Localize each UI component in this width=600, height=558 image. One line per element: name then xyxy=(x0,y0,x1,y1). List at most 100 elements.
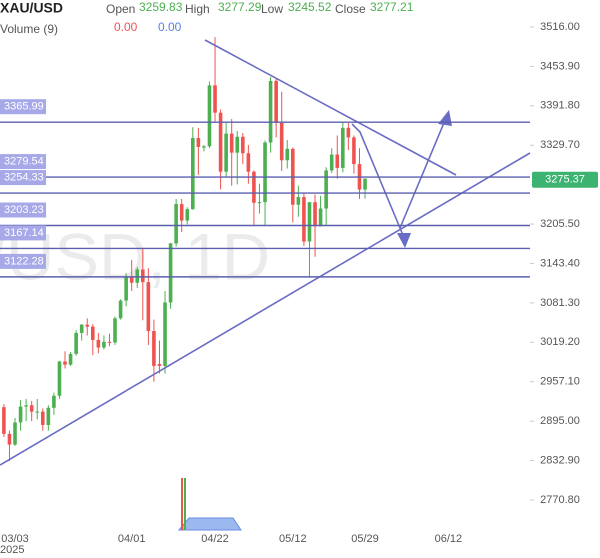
candle-body xyxy=(157,364,162,366)
level-label-box xyxy=(0,225,46,241)
candle-body xyxy=(13,422,17,445)
level-label: 3203.23 xyxy=(4,204,44,216)
candle-body xyxy=(335,154,340,168)
y-tick-label: 3453.90 xyxy=(540,60,580,72)
y-tick-label: 3391.80 xyxy=(540,100,580,112)
candle-body xyxy=(185,209,190,221)
candle-body xyxy=(285,148,290,161)
ohlc-value: 3259.83 xyxy=(139,0,183,14)
x-tick-label: 04/22 xyxy=(201,533,229,545)
candle-body xyxy=(96,339,101,348)
candle-body xyxy=(346,127,351,138)
candle-body xyxy=(107,341,112,343)
y-tick-label: 2895.00 xyxy=(540,415,580,427)
candle-body xyxy=(246,153,251,172)
candle-body xyxy=(168,243,173,303)
candle-body xyxy=(7,433,12,445)
ohlc-label: High xyxy=(185,2,210,16)
level-label: 3254.33 xyxy=(4,171,44,183)
volume-label: Volume (9) xyxy=(0,22,58,36)
candle-body xyxy=(207,85,212,147)
ohlc-label: Low xyxy=(261,2,283,16)
volume-area xyxy=(177,517,242,531)
candle-body xyxy=(118,300,123,319)
volume-bar xyxy=(181,478,183,530)
candle-body xyxy=(257,202,262,204)
candle-body xyxy=(196,138,201,147)
symbol: XAU/USD xyxy=(0,0,63,16)
level-label: 3167.14 xyxy=(4,227,44,239)
arrow xyxy=(351,123,406,241)
level-label-box xyxy=(0,202,46,218)
y-tick-label: 3143.40 xyxy=(540,257,580,269)
candle-body xyxy=(2,407,6,434)
candle-body xyxy=(163,302,167,366)
y-tick-label: 3205.50 xyxy=(540,218,580,230)
candle-body xyxy=(74,332,78,354)
ohlc-value: 3277.29 xyxy=(218,0,262,14)
volume-value: 0.00 xyxy=(114,20,138,34)
y-tick-label: 3081.30 xyxy=(540,297,580,309)
candle-body xyxy=(152,331,156,366)
candle-body xyxy=(341,127,345,168)
candle-body xyxy=(224,133,228,172)
candle-body xyxy=(113,318,117,343)
candle-body xyxy=(274,80,278,123)
candle-body xyxy=(135,269,140,283)
x-tick-label: 03/03 xyxy=(1,533,29,545)
trend-line xyxy=(0,152,531,466)
volume xyxy=(177,478,242,531)
candle-body xyxy=(241,136,245,154)
volume-bar xyxy=(184,478,186,530)
level-label-box xyxy=(0,99,46,115)
level-label: 3279.54 xyxy=(4,155,44,167)
candle-body xyxy=(191,138,195,210)
drawings xyxy=(0,39,531,466)
candle-body xyxy=(324,170,328,209)
candle-body xyxy=(90,326,95,340)
candle-body xyxy=(124,276,128,301)
candle-body xyxy=(52,395,56,408)
level-label-box xyxy=(0,170,46,186)
candle-body xyxy=(302,197,306,242)
candle-body xyxy=(24,405,28,407)
candle-body xyxy=(179,204,184,221)
candle-body xyxy=(40,411,45,425)
level-label: 3365.99 xyxy=(4,101,44,113)
candle-body xyxy=(29,405,34,412)
candle-body xyxy=(85,324,90,327)
y-tick-label: 3019.20 xyxy=(540,336,580,348)
last-price-label: 3275.37 xyxy=(545,174,585,186)
candle-body xyxy=(146,282,151,332)
last-price-box xyxy=(532,171,598,188)
candle-body xyxy=(329,154,334,171)
volume-value: 0.00 xyxy=(158,20,182,34)
x-tick-label: 04/01 xyxy=(118,533,146,545)
candle-body xyxy=(79,324,84,333)
year-label: 2025 xyxy=(0,544,24,556)
ohlc-label: Close xyxy=(335,2,366,16)
y-tick-label: 2957.10 xyxy=(540,376,580,388)
x-tick-label: 06/12 xyxy=(435,533,463,545)
candle-body xyxy=(141,269,145,283)
candle-body xyxy=(235,136,240,153)
candle-body xyxy=(174,204,178,244)
candle-body xyxy=(229,133,234,153)
ohlc-value: 3277.21 xyxy=(370,0,414,14)
candle-body xyxy=(307,202,312,242)
ohlc-label: Open xyxy=(106,2,135,16)
ohlc-value: 3245.52 xyxy=(288,0,332,14)
candle-body xyxy=(102,341,106,348)
candle-body xyxy=(63,361,67,365)
plot-area xyxy=(2,37,367,462)
candle-body xyxy=(218,112,223,172)
y-tick-label: 3516.00 xyxy=(540,21,580,33)
candle-body xyxy=(263,142,267,203)
candle-body xyxy=(352,137,356,165)
level-label-box xyxy=(0,154,46,170)
candle-body xyxy=(129,276,134,283)
x-tick-label: 05/12 xyxy=(279,533,307,545)
arrow xyxy=(399,117,447,229)
candle-body xyxy=(213,85,217,113)
